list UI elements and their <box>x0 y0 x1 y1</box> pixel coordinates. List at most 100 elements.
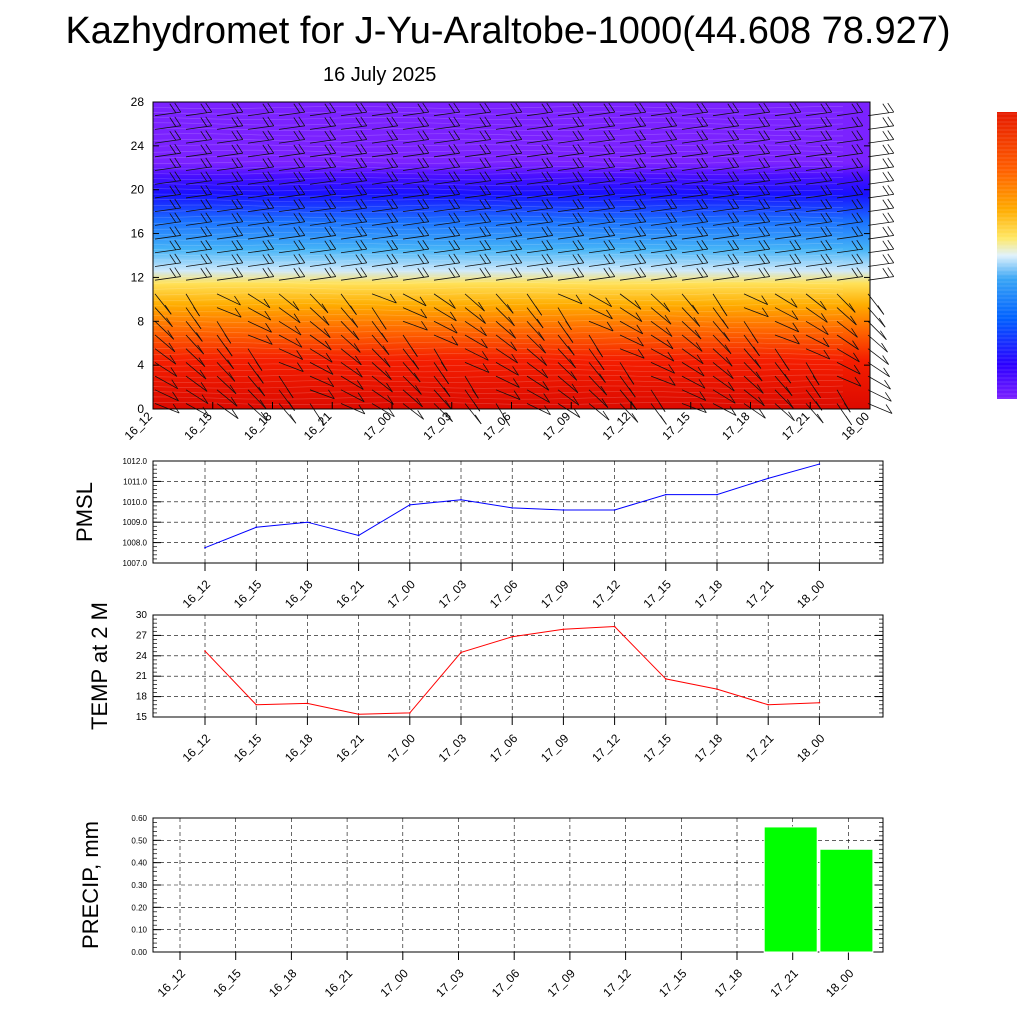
temp-point <box>306 702 309 705</box>
y-tick-label: 0.30 <box>131 881 147 890</box>
wind-barb <box>619 157 647 171</box>
wind-barb <box>588 239 616 254</box>
wind-barb <box>805 293 827 311</box>
wind-barb <box>371 157 399 171</box>
wind-barb <box>557 253 585 267</box>
y-tick-label: 1008.0 <box>123 539 148 548</box>
wind-barb <box>216 239 244 254</box>
wind-barb <box>619 334 644 347</box>
temp-point <box>818 701 821 704</box>
wind-barb <box>526 102 554 117</box>
x-tick-label: 17_15 <box>640 577 674 611</box>
wind-barb <box>712 321 731 342</box>
wind-barb <box>867 293 885 315</box>
wind-barb <box>402 116 430 130</box>
wind-barb <box>185 102 213 117</box>
wind-barb <box>526 348 548 366</box>
wind-barb <box>247 226 275 240</box>
wind-barb <box>774 307 799 321</box>
wind-barb <box>154 253 182 267</box>
wind-barb <box>433 130 461 144</box>
wind-barb <box>433 362 449 385</box>
x-tick-label: 18_00 <box>839 409 873 443</box>
wind-barb <box>774 375 793 396</box>
wind-barb <box>557 116 585 130</box>
wind-barb <box>464 348 489 361</box>
x-tick-label: 17_09 <box>540 409 574 443</box>
wind-barb <box>650 253 678 267</box>
wind-barb <box>743 403 766 419</box>
temp-point <box>357 713 360 716</box>
x-tick-label: 17_21 <box>779 409 813 443</box>
y-tick-label: 24 <box>136 651 148 662</box>
wind-barb <box>402 102 430 117</box>
y-tick-label: 1010.0 <box>123 498 148 507</box>
wind-barb <box>743 348 762 369</box>
wind-barb <box>557 143 585 158</box>
wind-barb <box>526 375 550 391</box>
wind-barb <box>557 334 575 356</box>
wind-barb <box>557 171 585 185</box>
pmsl-point <box>409 504 411 506</box>
pmsl-point <box>716 493 718 496</box>
wind-barb <box>309 185 337 199</box>
wind-barb <box>309 293 329 314</box>
wind-barb <box>371 334 390 355</box>
y-tick-label: 8 <box>137 314 144 328</box>
wind-barb <box>836 185 864 199</box>
wind-barb <box>836 157 864 171</box>
wind-barb <box>433 226 461 240</box>
wind-barb <box>805 253 833 267</box>
wind-barb <box>836 389 851 413</box>
wind-barb <box>774 185 802 199</box>
wind-barb <box>650 185 678 199</box>
wind-barb <box>681 389 707 401</box>
wind-barb <box>712 362 734 379</box>
wind-barb <box>650 348 675 362</box>
wind-barb <box>495 143 523 158</box>
wind-barb <box>309 348 333 363</box>
wind-barb <box>805 185 833 199</box>
wind-barb <box>557 293 583 305</box>
wind-barb <box>557 130 585 144</box>
wind-barb <box>371 143 399 158</box>
wind-barb <box>247 212 275 226</box>
wind-barb <box>340 130 368 144</box>
wind-barb <box>278 320 302 336</box>
x-tick-label: 17_09 <box>538 731 572 765</box>
wind-barb <box>216 362 236 382</box>
wind-barb <box>712 185 740 199</box>
wind-barb <box>681 185 709 199</box>
wind-barb <box>247 253 275 267</box>
wind-barb <box>743 253 771 267</box>
wind-barb <box>340 293 357 316</box>
wind-barb <box>464 267 492 281</box>
wind-barb <box>526 334 546 354</box>
wind-barb <box>185 293 200 317</box>
wind-barb <box>495 102 523 117</box>
wind-barb <box>867 307 886 328</box>
wind-barb <box>650 403 667 425</box>
wind-barb <box>216 143 244 158</box>
wind-barb <box>278 362 304 372</box>
wind-barb <box>712 130 740 144</box>
wind-barb <box>588 102 616 117</box>
temp-point <box>204 650 206 652</box>
y-tick-label: 0.50 <box>131 836 147 845</box>
y-tick-label: 1012.0 <box>123 457 148 466</box>
wind-barb <box>588 198 616 213</box>
wind-barb <box>464 362 490 373</box>
wind-barb <box>774 253 802 267</box>
x-tick-label: 17_21 <box>767 966 801 1000</box>
wind-barb <box>340 143 368 158</box>
wind-barb <box>836 375 862 387</box>
wind-barb <box>526 293 543 316</box>
wind-barb <box>278 307 301 324</box>
wind-barb <box>433 116 461 130</box>
wind-barb <box>154 226 182 240</box>
wind-barb <box>619 198 647 213</box>
x-tick-label: 16_15 <box>181 409 215 443</box>
wind-barb <box>309 171 337 185</box>
x-tick-label: 17_15 <box>640 731 674 765</box>
wind-barb <box>185 116 213 130</box>
